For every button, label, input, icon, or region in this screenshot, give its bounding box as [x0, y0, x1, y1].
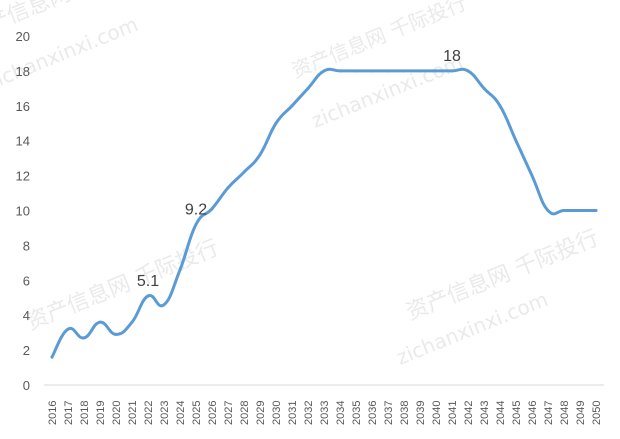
data-point: [466, 69, 470, 73]
data-point: [386, 69, 390, 73]
data-point: [274, 121, 278, 125]
x-tick-label: 2047: [543, 401, 555, 425]
data-point: [114, 332, 118, 336]
x-tick-label: 2024: [175, 401, 187, 425]
points-layer: [50, 69, 598, 359]
x-tick-label: 2022: [143, 401, 155, 425]
x-tick-label: 2030: [271, 401, 283, 425]
x-tick-label: 2027: [223, 401, 235, 425]
x-tick-label: 2039: [415, 401, 427, 425]
x-tick-label: 2036: [367, 401, 379, 425]
y-tick-label: 10: [16, 204, 30, 219]
x-tick-label: 2020: [111, 401, 123, 425]
x-tick-label: 2018: [79, 401, 91, 425]
x-tick-label: 2048: [559, 401, 571, 425]
data-point: [226, 186, 230, 190]
data-point: [66, 327, 70, 331]
data-point: [498, 104, 502, 108]
x-tick-label: 2043: [479, 401, 491, 425]
x-tick-label: 2023: [159, 401, 171, 425]
data-point: [530, 174, 534, 178]
x-tick-label: 2021: [127, 401, 139, 425]
x-tick-label: 2026: [207, 401, 219, 425]
data-point: [146, 294, 150, 298]
x-tick-label: 2045: [511, 401, 523, 425]
data-point: [514, 139, 518, 143]
y-tick-label: 12: [16, 169, 30, 184]
data-labels: 5.1 9.2 18: [137, 48, 461, 290]
watermark-brand: 资产信息网 千际投行: [23, 236, 222, 336]
x-tick-label: 2038: [399, 401, 411, 425]
x-tick-label: 2017: [63, 401, 75, 425]
data-point: [434, 69, 438, 73]
data-point: [178, 268, 182, 272]
data-point: [98, 320, 102, 324]
data-point: [130, 320, 134, 324]
data-point: [578, 209, 582, 212]
data-point: [594, 209, 598, 212]
watermark: 资产信息网 千际投行 zichanxinxi.com 资产信息网 千际投行 zi…: [0, 0, 602, 370]
x-tick-label: 2016: [47, 401, 59, 425]
x-tick-label: 2034: [335, 401, 347, 425]
data-point: [162, 303, 166, 307]
data-point: [290, 104, 294, 108]
data-point: [258, 153, 262, 157]
y-tick-label: 20: [16, 29, 30, 44]
data-label: 18: [443, 48, 461, 65]
data-point: [402, 69, 406, 73]
data-point: [210, 207, 214, 211]
x-tick-label: 2040: [431, 401, 443, 425]
x-tick-label: 2031: [287, 401, 299, 425]
data-point: [50, 355, 54, 359]
y-tick-label: 0: [23, 378, 30, 393]
x-axis: 2016 2017 2018 2019 2020 2021 2022 2023 2024 2025…: [47, 401, 603, 425]
data-point: [370, 69, 374, 73]
y-tick-label: 18: [16, 64, 30, 79]
x-tick-label: 2035: [351, 401, 363, 425]
x-tick-label: 2033: [319, 401, 331, 425]
data-point: [82, 336, 86, 340]
x-tick-label: 2029: [255, 401, 267, 425]
data-label: 5.1: [137, 273, 159, 290]
x-tick-label: 2025: [191, 401, 203, 425]
data-point: [546, 209, 550, 212]
y-axis: 0 2 4 6 8 10 12 14 16 18 20: [16, 29, 30, 393]
y-tick-label: 8: [23, 238, 30, 253]
data-point: [450, 69, 454, 73]
data-point: [338, 69, 342, 73]
data-point: [194, 222, 198, 226]
x-tick-label: 2050: [591, 401, 603, 425]
x-tick-label: 2019: [95, 401, 107, 425]
x-tick-label: 2042: [463, 401, 475, 425]
data-point: [306, 86, 310, 90]
data-point: [418, 69, 422, 73]
y-tick-label: 2: [23, 343, 30, 358]
x-tick-label: 2032: [303, 401, 315, 425]
y-tick-label: 14: [16, 134, 30, 149]
data-label: 9.2: [185, 201, 207, 218]
y-tick-label: 16: [16, 99, 30, 114]
x-tick-label: 2037: [383, 401, 395, 425]
x-tick-label: 2046: [527, 401, 539, 425]
x-tick-label: 2044: [495, 401, 507, 425]
x-tick-label: 2041: [447, 401, 459, 425]
data-point: [562, 209, 566, 212]
data-point: [242, 170, 246, 174]
data-point: [354, 69, 358, 73]
data-point: [482, 86, 486, 90]
data-point: [322, 69, 326, 73]
y-tick-label: 4: [23, 308, 30, 323]
x-tick-label: 2028: [239, 401, 251, 425]
y-tick-label: 6: [23, 273, 30, 288]
x-tick-label: 2049: [575, 401, 587, 425]
